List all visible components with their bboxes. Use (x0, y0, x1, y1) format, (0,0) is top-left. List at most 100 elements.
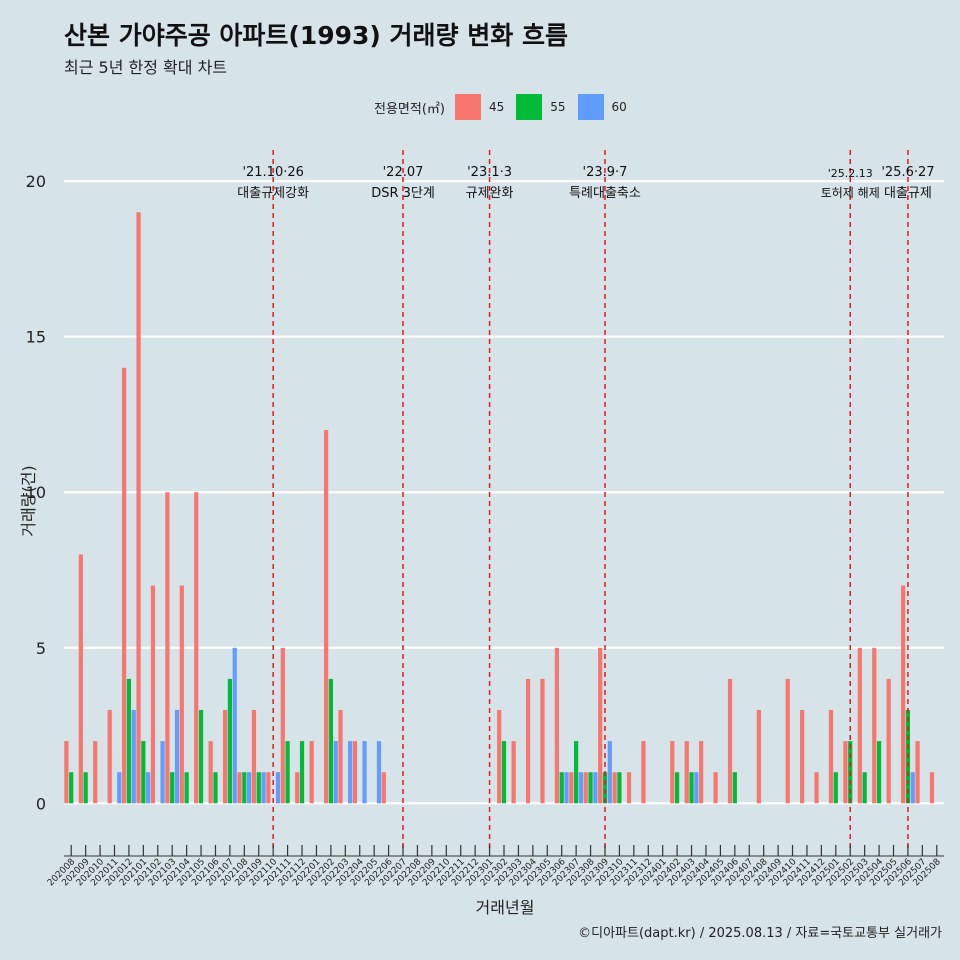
y-axis: 0 5 10 15 20 (26, 172, 46, 813)
bar-55-202109 (256, 772, 261, 804)
bar-60-202506 (910, 772, 915, 804)
bar-45-202310 (612, 772, 617, 804)
bar-45-202412 (814, 772, 819, 804)
annotation-label: 토허제 해제 (821, 186, 880, 200)
bar-55-202503 (862, 772, 867, 804)
bar-45-202504 (872, 647, 877, 804)
bar-45-202111 (280, 647, 285, 804)
bar-45-202008 (64, 741, 69, 804)
bar-55-202106 (213, 772, 218, 804)
source-caption: ©디아파트(dapt.kr) / 2025.08.13 / 자료=국토교통부 실… (578, 926, 942, 941)
annotation-date: '25.6·27 (881, 165, 934, 180)
bar-45-202502 (843, 741, 848, 804)
bar-60-202011 (117, 772, 122, 804)
bars (64, 212, 935, 804)
bar-60-202102 (160, 741, 165, 804)
bar-55-202306 (559, 772, 564, 804)
bar-45-202405 (713, 772, 718, 804)
bar-55-202108 (242, 772, 247, 804)
bar-55-202302 (501, 741, 507, 804)
bar-45-202305 (540, 678, 545, 804)
bar-45-202411 (800, 710, 805, 804)
annotation-label: 규제완화 (466, 186, 514, 201)
bar-45-202009 (78, 554, 83, 804)
bar-45-202303 (511, 741, 516, 804)
bar-55-202107 (227, 678, 233, 804)
legend-swatch-60 (577, 94, 604, 120)
bar-45-202201 (309, 741, 314, 804)
bar-45-202202 (323, 430, 329, 804)
bar-60-202308 (593, 772, 598, 804)
y-tick-label: 5 (36, 639, 46, 658)
bar-55-202501 (833, 772, 838, 804)
bar-45-202101 (136, 212, 141, 804)
bar-55-202406 (732, 772, 737, 804)
legend-item-60: 60 (577, 94, 633, 120)
bar-55-202307 (574, 741, 579, 804)
bar-55-202101 (141, 741, 146, 804)
bar-45-202010 (93, 741, 98, 804)
bar-55-202104 (184, 772, 189, 804)
bar-55-202308 (588, 772, 593, 804)
bar-45-202011 (107, 710, 112, 804)
bar-45-202506 (901, 585, 906, 804)
bar-45-202307 (569, 772, 574, 804)
legend: 전용면적(㎡) 45 55 60 (374, 92, 639, 122)
annotation-date: '22.07 (383, 165, 424, 180)
bar-45-202103 (165, 492, 170, 804)
bar-45-202309 (598, 647, 603, 804)
bar-60-202306 (564, 772, 569, 804)
legend-item-45: 45 (454, 94, 510, 120)
y-tick-label: 15 (26, 328, 46, 347)
annotation-label: 특례대출축소 (569, 186, 641, 201)
bar-45-202110 (266, 772, 271, 804)
bar-45-202501 (828, 710, 834, 804)
bar-45-202312 (641, 741, 646, 804)
bar-45-202109 (251, 710, 257, 804)
bar-45-202104 (179, 585, 184, 804)
y-tick-label: 10 (26, 483, 46, 502)
annotation-date: '21.10·26 (242, 165, 303, 180)
chart-subtitle: 최근 5년 한정 확대 차트 (64, 58, 228, 77)
bar-45-202308 (583, 772, 588, 804)
bar-55-202202 (328, 678, 333, 804)
bar-45-202204 (352, 741, 358, 804)
bar-55-202403 (689, 772, 694, 804)
bar-45-202108 (237, 772, 242, 804)
bar-60-202110 (275, 772, 281, 804)
legend-swatch-45 (454, 94, 481, 120)
bar-45-202406 (727, 678, 733, 804)
chart-title: 산본 가야주공 아파트(1993) 거래량 변화 흐름 (64, 21, 568, 50)
bar-55-202504 (876, 741, 882, 804)
bar-45-202106 (208, 741, 213, 804)
annotation-date: '23.9·7 (583, 165, 628, 180)
bar-55-202402 (675, 772, 680, 804)
legend-title: 전용면적(㎡) (374, 101, 445, 117)
bar-45-202505 (886, 678, 891, 804)
bar-45-202507 (915, 741, 920, 804)
bar-45-202508 (929, 772, 935, 804)
bar-60-202108 (247, 772, 252, 804)
bar-45-202112 (295, 772, 300, 804)
bar-45-202410 (785, 678, 790, 804)
bar-55-202310 (617, 772, 622, 804)
bar-45-202306 (554, 647, 560, 804)
bar-45-202404 (699, 741, 704, 804)
bar-60-202307 (578, 772, 584, 804)
bar-60-202205 (376, 741, 382, 804)
bar-55-202309 (602, 772, 608, 804)
bar-55-202105 (198, 710, 204, 804)
bar-45-202311 (626, 772, 632, 804)
annotation-label: DSR 3단계 (371, 186, 435, 201)
bar-45-202105 (194, 492, 199, 804)
y-tick-label: 20 (26, 172, 46, 191)
bar-60-202204 (362, 741, 367, 804)
bar-60-202012 (131, 710, 136, 804)
bar-60-202101 (146, 772, 151, 804)
bar-45-202203 (338, 710, 343, 804)
x-axis: 2020082020092020102020112020122021012021… (46, 845, 944, 888)
legend-swatch-55 (516, 94, 543, 120)
bar-60-202103 (174, 710, 180, 804)
bar-60-202107 (232, 647, 237, 804)
